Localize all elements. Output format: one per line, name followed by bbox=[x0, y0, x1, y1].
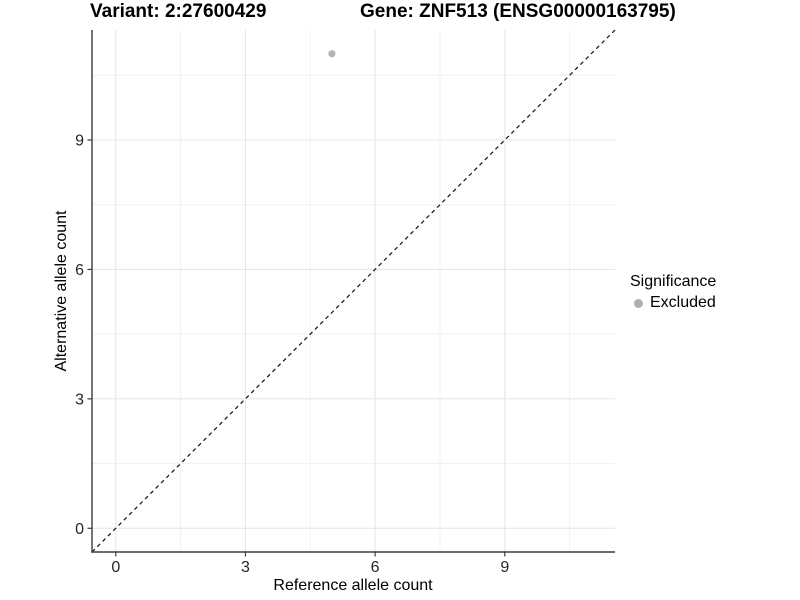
x-tick-label: 0 bbox=[111, 559, 120, 576]
legend: Significance Excluded bbox=[630, 273, 716, 312]
y-tick-label: 6 bbox=[75, 262, 84, 279]
y-tick-label: 3 bbox=[75, 391, 84, 408]
x-tick-label: 9 bbox=[500, 559, 509, 576]
x-tick-label: 6 bbox=[371, 559, 380, 576]
y-axis-title: Alternative allele count bbox=[53, 210, 70, 372]
x-axis-title: Reference allele count bbox=[273, 577, 433, 594]
y-tick-label: 0 bbox=[75, 521, 84, 538]
data-point-excluded bbox=[328, 50, 336, 58]
y-tick-label: 9 bbox=[75, 133, 84, 150]
excluded-point-swatch bbox=[634, 298, 643, 308]
legend-entry-excluded: Excluded bbox=[630, 294, 716, 312]
x-tick-label: 3 bbox=[241, 559, 250, 576]
legend-title: Significance bbox=[630, 273, 717, 290]
legend-entry-label: Excluded bbox=[650, 294, 716, 311]
plot-title-gene: Gene: ZNF513 (ENSG00000163795) bbox=[360, 1, 676, 22]
plot-title-variant: Variant: 2:27600429 bbox=[90, 1, 267, 22]
identity-dashed-line bbox=[91, 29, 616, 553]
